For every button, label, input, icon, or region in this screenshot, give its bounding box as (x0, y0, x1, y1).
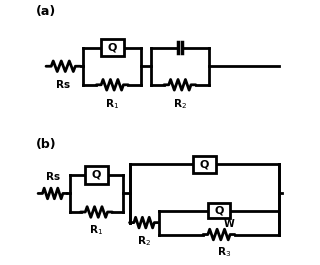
Text: R$_1$: R$_1$ (105, 97, 119, 111)
Text: Rs: Rs (46, 171, 60, 182)
Bar (85, 166, 108, 183)
Text: R$_2$: R$_2$ (173, 97, 187, 111)
Text: Q: Q (92, 170, 101, 180)
Text: Q: Q (214, 206, 224, 216)
Text: W: W (224, 219, 235, 229)
Bar (208, 204, 229, 218)
Text: Rs: Rs (56, 80, 70, 90)
Text: Q: Q (200, 159, 209, 169)
Bar (193, 156, 216, 173)
Text: R$_3$: R$_3$ (217, 246, 231, 259)
Text: (a): (a) (36, 5, 56, 18)
Text: R$_2$: R$_2$ (137, 234, 151, 248)
Bar (101, 39, 124, 56)
Text: R$_1$: R$_1$ (89, 223, 103, 237)
Text: Q: Q (108, 43, 117, 53)
Text: (b): (b) (36, 138, 56, 151)
